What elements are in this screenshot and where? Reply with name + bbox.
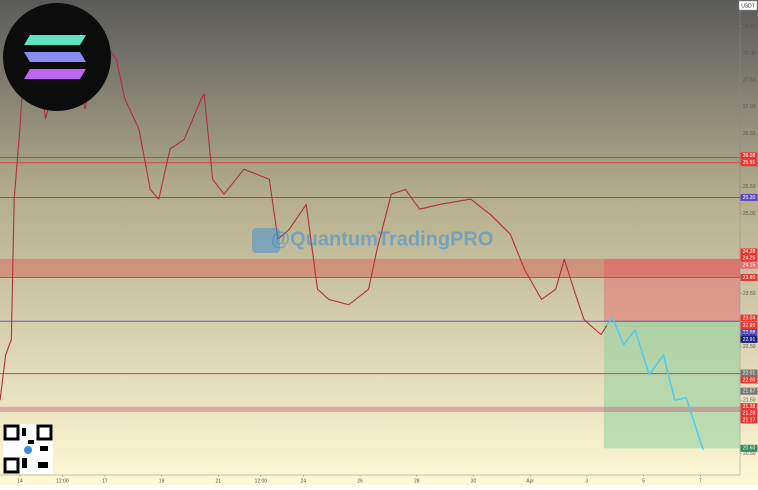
qr-finder — [36, 424, 53, 441]
x-tick-label: 21 — [216, 478, 222, 484]
y-tick-label: 20.50 — [743, 451, 756, 457]
x-tick-label: 17 — [102, 478, 108, 484]
price-label-box — [740, 409, 758, 417]
target-zone — [603, 321, 740, 449]
price-label-box — [740, 159, 758, 167]
countdown: 55:44 — [743, 332, 756, 338]
plot — [0, 7, 740, 451]
qr-finder — [3, 424, 20, 441]
price-label-box — [740, 444, 758, 452]
qr-dot — [40, 446, 48, 451]
y-tick-label: 21.50 — [743, 398, 756, 404]
price-label-box — [740, 329, 758, 336]
zone — [0, 406, 740, 413]
y-tick-label: 22.50 — [743, 344, 756, 350]
x-tick-label: 7 — [699, 478, 702, 484]
price-label: 25.30 — [743, 195, 756, 201]
price-label: 24.28 — [743, 249, 756, 255]
y-tick-label: 25.50 — [743, 184, 756, 190]
stop-zone — [603, 258, 740, 322]
y-tick-label: 26.50 — [743, 131, 756, 137]
price-label-box — [740, 152, 758, 160]
price-label-box — [740, 335, 758, 343]
price-label-box — [740, 261, 758, 269]
price-label: 22.91 — [743, 337, 756, 343]
qr-code — [3, 424, 53, 474]
price-label: 23.04 — [743, 315, 756, 321]
qr-dot — [38, 462, 48, 468]
y-tick-label: 27.50 — [743, 77, 756, 83]
price-label-box — [740, 403, 758, 411]
logo-bar — [24, 69, 86, 79]
price-label-box — [740, 193, 758, 201]
price-label-box — [740, 376, 758, 384]
qr-dot — [28, 440, 34, 444]
x-tick-label: 24 — [301, 478, 307, 484]
qr-icon — [24, 446, 32, 454]
x-tick-label: 12:00 — [255, 478, 268, 484]
x-tick-label: 14 — [17, 478, 23, 484]
price-label: 21.28 — [743, 410, 756, 416]
telegram-icon — [252, 228, 280, 253]
price-label: 23.80 — [743, 275, 756, 281]
price-label: 24.15 — [743, 263, 756, 269]
logo-bar — [24, 35, 86, 45]
price-label-box — [740, 254, 758, 262]
x-tick-label: Apr — [526, 478, 534, 484]
price-label: 21.67 — [743, 389, 756, 395]
x-tick-label: 12:00 — [56, 478, 69, 484]
x-tick-label: 26 — [357, 478, 363, 484]
price-label: 22.00 — [743, 377, 756, 383]
watermark: @QuantumTradingPRO — [271, 228, 494, 250]
price-label-box — [740, 369, 758, 377]
price-label: 22.01 — [743, 370, 756, 376]
qr-finder — [3, 457, 20, 474]
price-line — [606, 316, 704, 451]
price-label: 21.38 — [743, 404, 756, 410]
price-label: 25.95 — [743, 160, 756, 166]
price-label: 22.98 — [743, 330, 756, 336]
currency: USDT — [741, 3, 755, 9]
zone — [0, 258, 740, 278]
y-tick-label: 28.00 — [743, 51, 756, 57]
qr-dot — [22, 458, 27, 468]
price-label: 24.26 — [743, 256, 756, 262]
y-tick-label: 28.50 — [743, 24, 756, 30]
price-label-box — [740, 387, 758, 395]
x-tick-label: 28 — [414, 478, 420, 484]
y-tick-label: 27.00 — [743, 104, 756, 110]
x-tick-label: 3 — [586, 478, 589, 484]
x-tick-label: 19 — [159, 478, 165, 484]
price-label-box — [740, 322, 758, 330]
price-label-box — [740, 416, 758, 424]
price-label-box — [740, 248, 758, 256]
price-label-box — [740, 274, 758, 282]
y-tick-label: 23.50 — [743, 291, 756, 297]
logo-bar — [24, 52, 86, 62]
x-tick-label: 30 — [471, 478, 477, 484]
price-label: 20.60 — [743, 446, 756, 452]
y-tick-label: 25.00 — [743, 211, 756, 217]
price-label: 21.17 — [743, 417, 756, 423]
price-label-box — [740, 314, 758, 322]
qr-dot — [22, 428, 26, 436]
price-label: 22.99 — [743, 323, 756, 329]
currency-box — [738, 0, 758, 11]
x-tick-label: 5 — [642, 478, 645, 484]
price-label: 26.08 — [743, 153, 756, 159]
